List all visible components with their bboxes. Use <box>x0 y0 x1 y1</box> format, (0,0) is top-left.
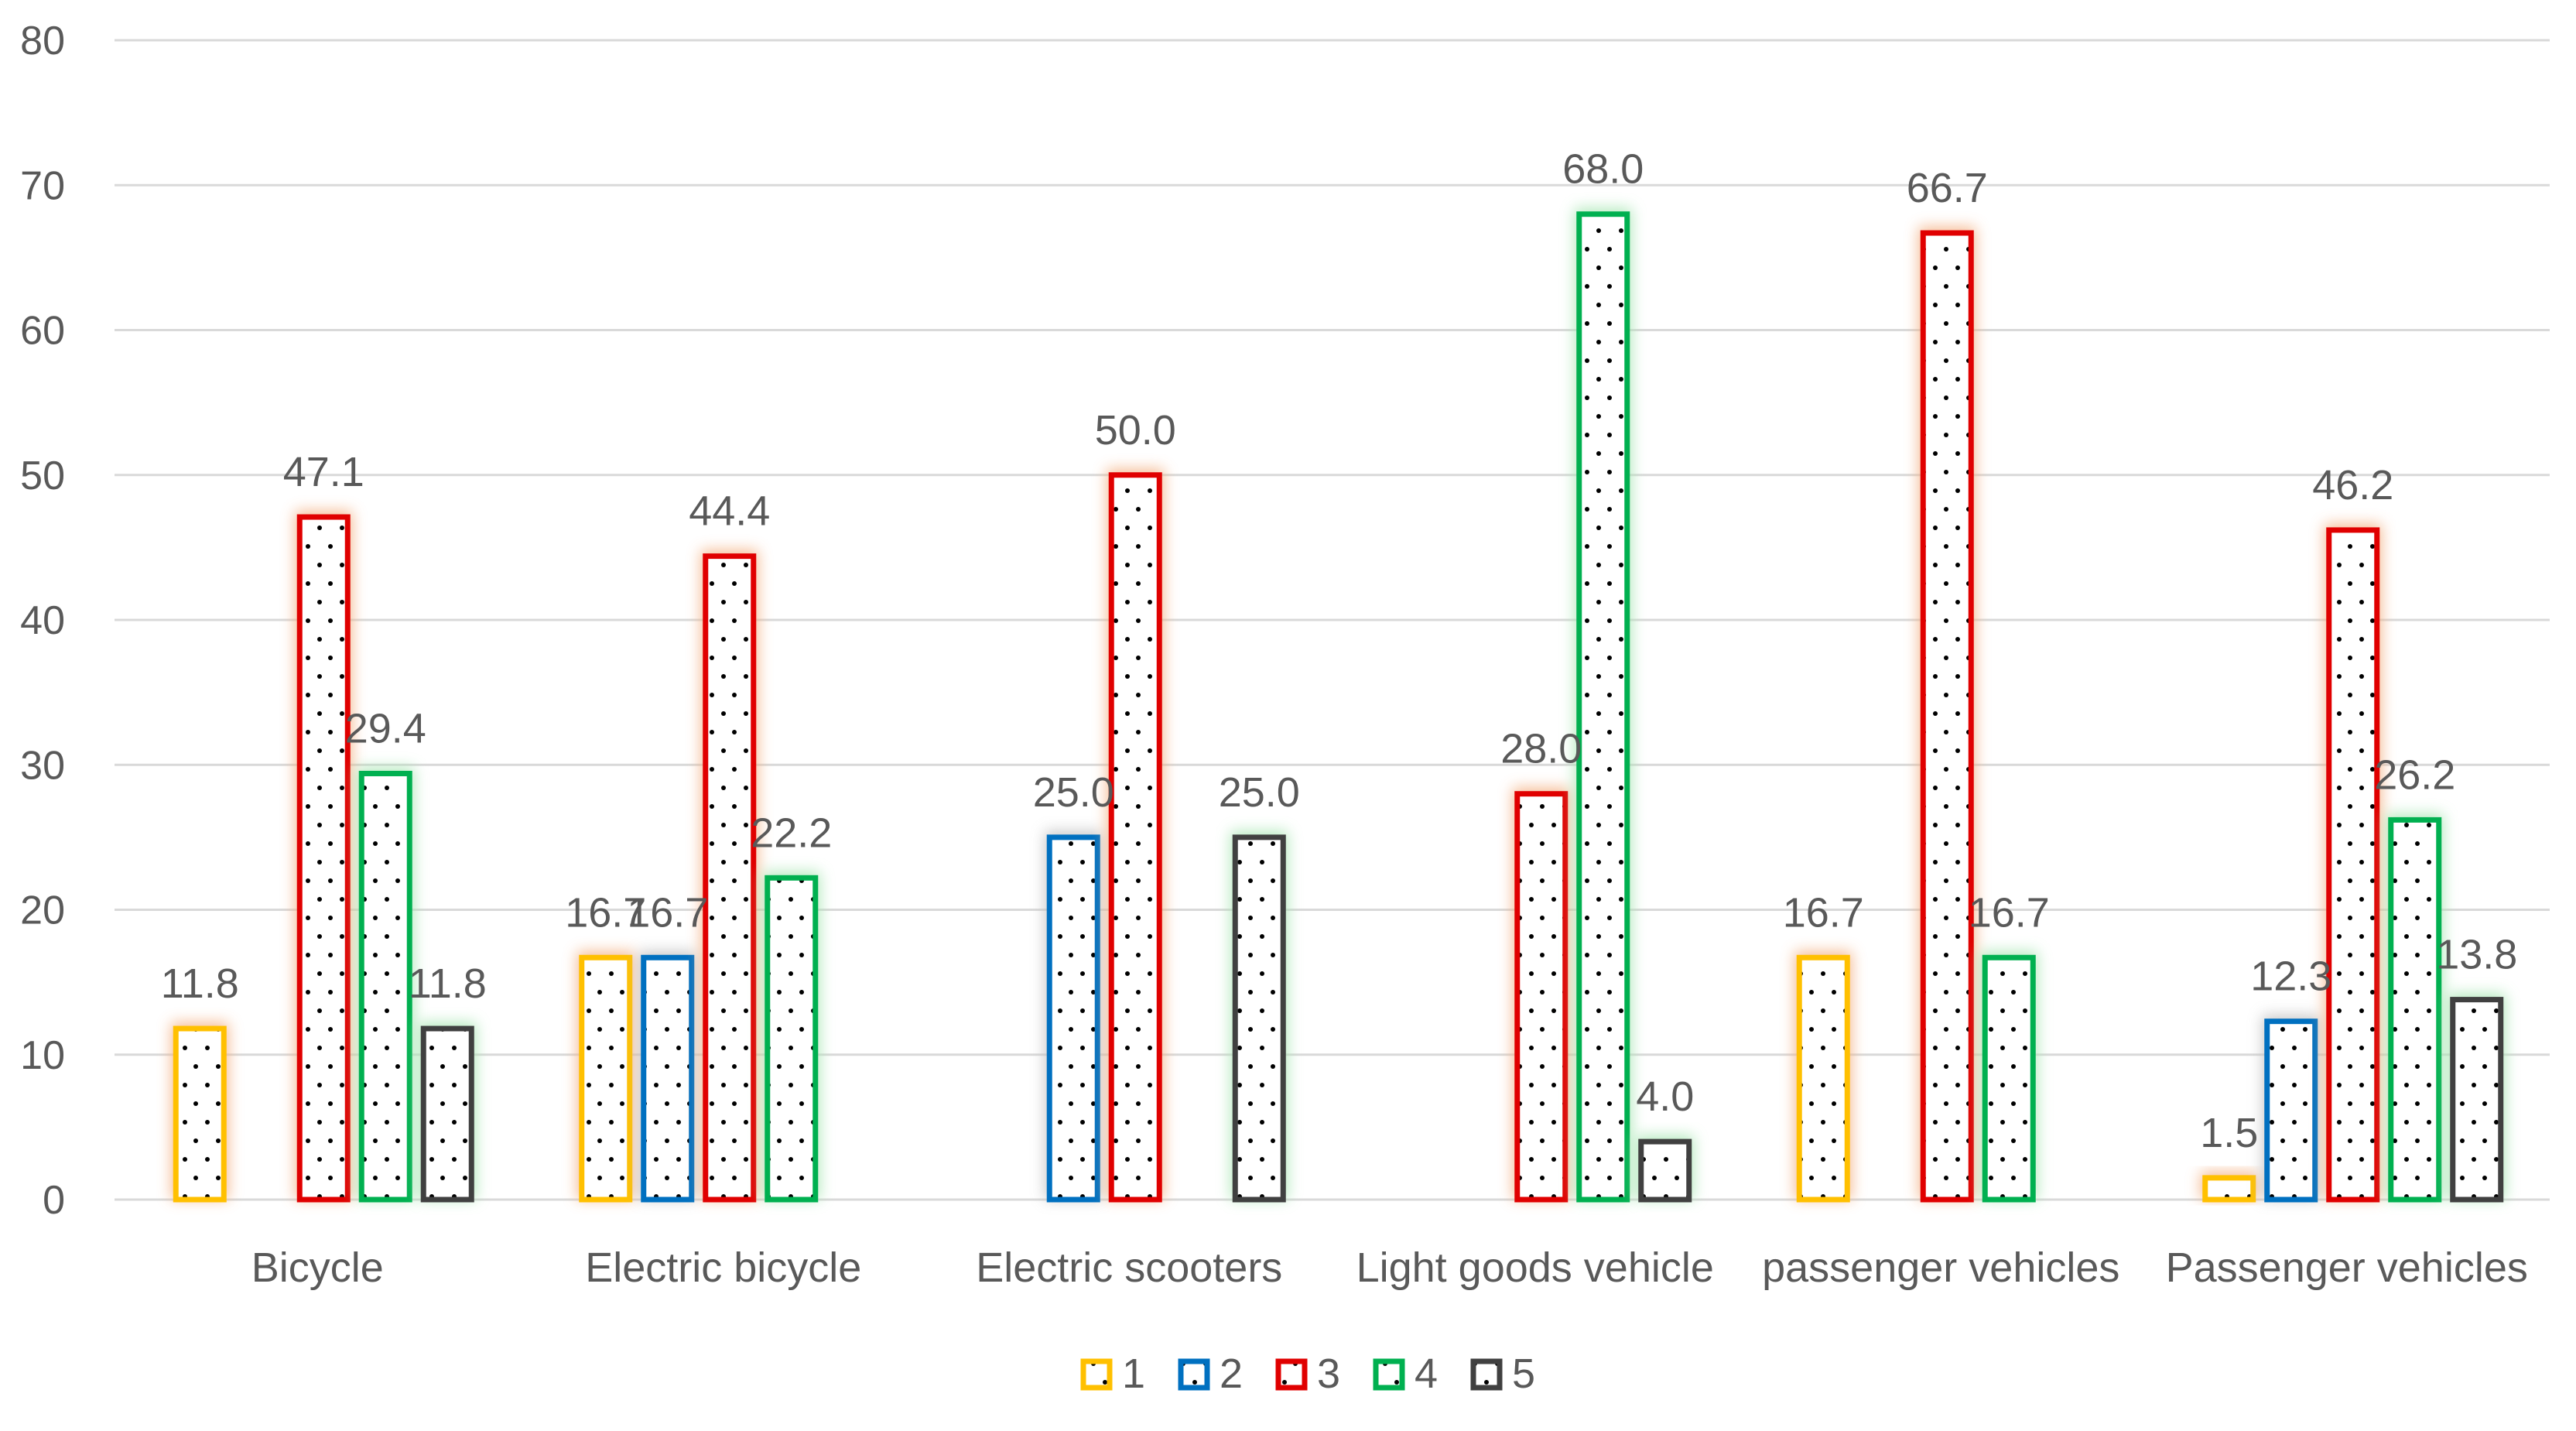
legend-swatch-5 <box>1470 1358 1503 1391</box>
data-label: 11.8 <box>409 960 487 1007</box>
y-tick-label: 10 <box>20 1033 65 1078</box>
legend-label-3: 3 <box>1317 1351 1340 1397</box>
data-label: 12.3 <box>2250 953 2331 1000</box>
data-label: 22.2 <box>751 810 832 856</box>
data-label: 4.0 <box>1636 1073 1694 1120</box>
bars <box>171 207 2506 1203</box>
y-tick-label: 30 <box>20 743 65 788</box>
data-label: 16.7 <box>1969 889 2050 936</box>
legend-swatch-3 <box>1275 1358 1308 1391</box>
y-axis-ticks: 0 10 20 30 40 50 60 70 80 <box>20 19 65 1223</box>
data-label: 25.0 <box>1219 769 1300 816</box>
data-label: 29.4 <box>345 705 426 751</box>
legend-label-5: 5 <box>1512 1351 1535 1397</box>
data-label: 1.5 <box>2200 1110 2258 1156</box>
bar-series-3 <box>1514 791 1569 1203</box>
data-label: 46.2 <box>2312 462 2393 508</box>
y-tick-label: 70 <box>20 163 65 208</box>
x-category-label: passenger vehicles <box>1762 1244 2119 1291</box>
data-label: 50.0 <box>1095 407 1176 454</box>
bar-series-1 <box>2202 1175 2256 1203</box>
legend-swatch-1 <box>1080 1358 1113 1391</box>
bar-series-5 <box>1232 834 1286 1203</box>
bar-series-4 <box>2388 816 2442 1203</box>
bar-series-5 <box>2450 997 2504 1203</box>
x-category-label: Passenger vehicles <box>2166 1244 2528 1291</box>
gridlines <box>115 39 2550 1201</box>
data-label: 28.0 <box>1500 726 1582 772</box>
category-labels: Bicycle Electric bicycle Electric scooters… <box>251 1244 2528 1291</box>
x-category-label: Electric scooters <box>976 1244 1282 1291</box>
legend-label-1: 1 <box>1122 1351 1145 1397</box>
y-tick-label: 20 <box>20 888 65 933</box>
data-label: 66.7 <box>1907 165 1988 211</box>
legend-label-2: 2 <box>1220 1351 1243 1397</box>
legend-swatch-2 <box>1178 1358 1210 1391</box>
bar-series-4 <box>358 770 412 1203</box>
bar-series-2 <box>641 954 695 1203</box>
data-label: 11.8 <box>161 960 239 1007</box>
y-tick-label: 80 <box>20 19 65 63</box>
data-label: 16.7 <box>1783 889 1864 936</box>
bar-series-2 <box>2264 1018 2318 1203</box>
x-category-label: Light goods vehicle <box>1356 1244 1714 1291</box>
bar-series-3 <box>296 514 351 1203</box>
y-tick-label: 60 <box>20 309 65 354</box>
data-label: 44.4 <box>689 488 770 535</box>
bar-series-3 <box>2326 527 2380 1203</box>
bar-series-5 <box>1638 1138 1692 1203</box>
data-label: 68.0 <box>1562 146 1644 193</box>
bar-series-3 <box>1108 472 1162 1203</box>
y-tick-label: 40 <box>20 598 65 643</box>
bar-series-4 <box>1576 211 1630 1203</box>
bar-series-3 <box>1920 230 1974 1203</box>
data-labels: 11.847.129.411.816.716.744.422.225.050.0… <box>161 146 2518 1156</box>
data-label: 13.8 <box>2436 932 2517 978</box>
legend: 1 2 3 4 5 <box>1080 1351 1535 1397</box>
bar-series-3 <box>703 553 757 1203</box>
y-tick-label: 0 <box>43 1178 65 1223</box>
bar-series-1 <box>579 954 633 1203</box>
x-category-label: Bicycle <box>251 1244 384 1291</box>
bar-series-2 <box>1046 834 1100 1203</box>
data-label: 16.7 <box>565 889 646 936</box>
bar-series-1 <box>173 1025 227 1203</box>
legend-label-4: 4 <box>1415 1351 1438 1397</box>
legend-swatch-4 <box>1373 1358 1405 1391</box>
data-label: 25.0 <box>1033 769 1114 816</box>
x-category-label: Electric bicycle <box>585 1244 861 1291</box>
bar-series-4 <box>1982 954 2036 1203</box>
bar-series-1 <box>1796 954 1850 1203</box>
data-label: 47.1 <box>283 449 364 495</box>
data-label: 16.7 <box>627 889 708 936</box>
bar-series-4 <box>765 875 819 1203</box>
data-label: 26.2 <box>2374 751 2455 798</box>
y-tick-label: 50 <box>20 454 65 498</box>
bar-series-5 <box>420 1025 474 1203</box>
